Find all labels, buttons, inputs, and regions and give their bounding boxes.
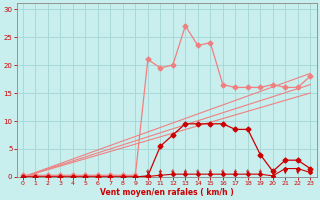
X-axis label: Vent moyen/en rafales ( km/h ): Vent moyen/en rafales ( km/h ): [100, 188, 234, 197]
